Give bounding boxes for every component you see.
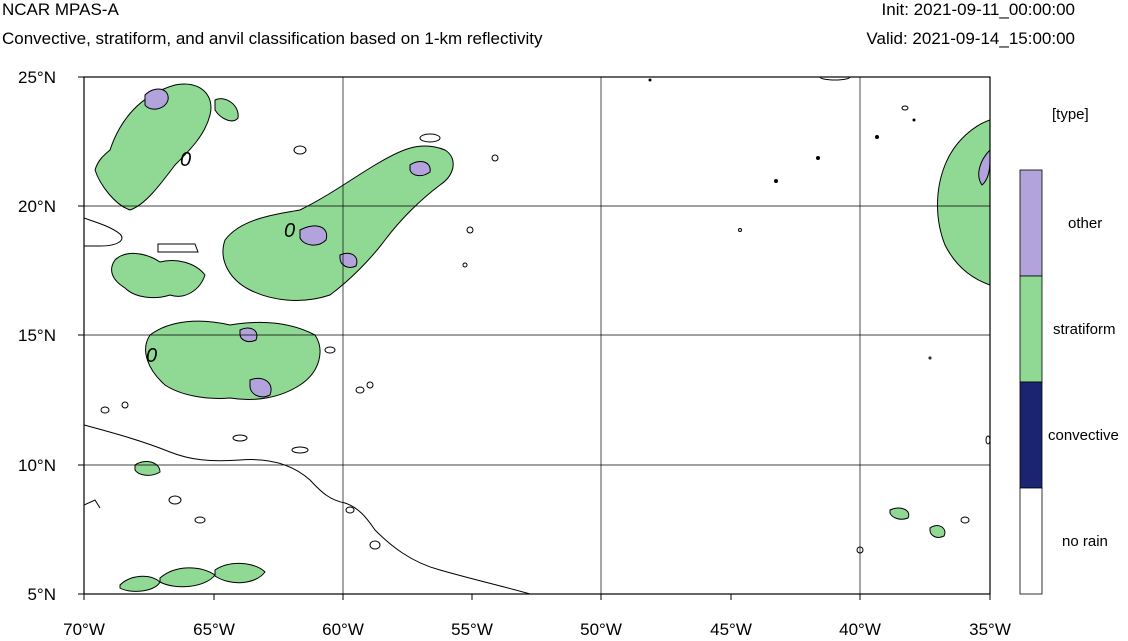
contour-dots [648,78,916,183]
contour-label: 0 [146,345,157,367]
init-time: Init: 2021-09-11_00:00:00 [881,0,1075,19]
precip-region [145,320,321,400]
lon-tick-label: 40°W [839,620,881,639]
contour-label: 0 [180,149,191,171]
legend-title: [type] [1052,106,1089,123]
contour-label: 0 [284,220,295,242]
valid-time: Valid: 2021-09-14_15:00:00 [866,29,1075,48]
legend-label-no-rain: no rain [1062,533,1108,550]
lat-tick-label: 15°N [18,326,56,345]
legend-label-convective: convective [1048,427,1119,444]
coastlines [84,217,531,594]
lon-tick-label: 50°W [580,620,622,639]
legend-colorbar [1019,169,1043,595]
lon-tick-label: 55°W [451,620,493,639]
legend-label-other: other [1068,215,1103,232]
lon-tick-label: 60°W [322,620,364,639]
map-grid [84,77,990,594]
lon-tick-label: 45°W [710,620,752,639]
legend-label-stratiform: stratiform [1053,321,1116,338]
precip-regions [84,77,990,594]
contour-zero-labels: 0 0 0 [146,149,295,367]
lon-tick-label: 35°W [969,620,1011,639]
legend-swatch-stratiform [1019,275,1043,383]
map-title: NCAR MPAS-A [2,0,119,19]
precip-region [119,461,946,592]
precip-region [94,83,239,211]
precip-region [111,253,206,299]
lon-tick-label: 65°W [193,620,235,639]
axis-ticks [78,76,991,600]
contour-cells [100,77,990,554]
legend-swatch-convective [1019,381,1043,489]
legend-swatch-other [1019,169,1043,277]
lat-tick-label: 10°N [18,456,56,475]
lon-tick-label: 70°W [63,620,105,639]
precip-region [937,119,990,286]
lat-tick-label: 5°N [27,585,56,604]
precip-region [222,145,454,301]
map-subtitle: Convective, stratiform, and anvil classi… [2,29,543,48]
legend-swatch-no-rain [1019,487,1043,595]
lat-tick-label: 25°N [18,68,56,87]
lat-tick-label: 20°N [18,197,56,216]
